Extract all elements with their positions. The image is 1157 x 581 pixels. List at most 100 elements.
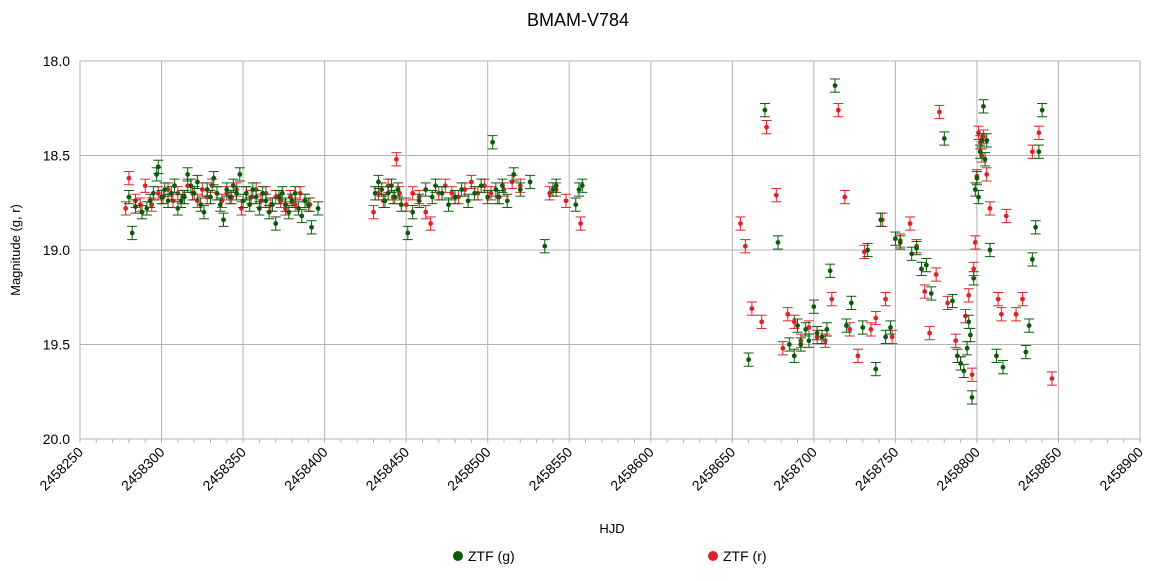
ztf-r-point [292, 202, 298, 208]
ztf-g-point [504, 198, 510, 204]
ztf-r-point [123, 206, 129, 211]
ztf-g-point [848, 300, 854, 306]
ztf-r-point [835, 107, 841, 113]
ztf-r-point [963, 313, 968, 319]
ztf-g-point [217, 202, 223, 208]
ztf-g-point [964, 345, 970, 351]
ztf-g-point [465, 198, 471, 204]
ztf-r-point [410, 190, 416, 196]
ztf-g-point [250, 187, 256, 192]
ztf-g-point [188, 183, 194, 189]
ztf-r-point [488, 190, 494, 196]
y-tick-label: 19.5 [43, 337, 70, 353]
legend-marker-ztf-r [708, 551, 718, 561]
ztf-g-point [292, 190, 298, 196]
ztf-r-point [847, 326, 853, 332]
ztf-g-point [1000, 364, 1006, 370]
ztf-r-point [842, 194, 848, 200]
ztf-g-point [256, 206, 262, 211]
ztf-g-point [433, 183, 438, 189]
x-tick-label: 2458900 [1096, 444, 1146, 494]
ztf-g-point [243, 190, 249, 196]
ztf-r-point [738, 221, 743, 226]
ztf-g-point [129, 230, 135, 236]
ztf-g-point [234, 190, 239, 196]
ztf-r-point [907, 221, 913, 226]
ztf-g-point [237, 172, 243, 177]
ztf-g-point [405, 230, 411, 236]
ztf-g-point [309, 224, 314, 230]
ztf-r-point [199, 187, 205, 192]
ztf-g-point [379, 187, 385, 192]
ztf-r-point [780, 345, 786, 351]
ztf-g-point [195, 179, 200, 185]
ztf-g-point [227, 194, 233, 200]
x-tick-label: 2458600 [607, 444, 657, 494]
ztf-r-point [773, 192, 779, 198]
ztf-g-point [201, 209, 207, 215]
ztf-g-point [873, 366, 879, 372]
ztf-g-point [230, 183, 236, 189]
ztf-g-point [126, 194, 132, 200]
minor-ticks [79, 439, 1141, 443]
ztf-g-point [398, 202, 404, 208]
ztf-r-point [969, 372, 975, 378]
ztf-r-point [966, 292, 972, 298]
ztf-r-point [764, 124, 769, 130]
ztf-g-point [798, 342, 804, 347]
ztf-r-point [984, 172, 990, 177]
ztf-g-point [452, 194, 458, 200]
ztf-g-point [527, 179, 533, 185]
ztf-g-point [827, 268, 833, 274]
ztf-g-point [133, 204, 138, 209]
ztf-r-point [142, 183, 148, 189]
ztf-g-point [775, 240, 781, 245]
ztf-g-point [263, 198, 269, 204]
ztf-g-point [977, 149, 983, 155]
ztf-g-point [923, 262, 929, 268]
ztf-g-point [795, 323, 800, 328]
ztf-g-point [974, 175, 980, 181]
ztf-r-point [423, 209, 429, 215]
ztf-g-point [276, 194, 282, 200]
ztf-g-point [302, 198, 308, 204]
grid-lines [79, 60, 1141, 440]
ztf-r-point [791, 319, 797, 325]
y-tick-label: 18.5 [43, 148, 70, 164]
ztf-g-point [961, 368, 967, 374]
ztf-g-point [305, 202, 311, 208]
ztf-g-point [289, 198, 295, 204]
x-tick-label: 2458550 [525, 444, 575, 494]
ztf-g-point [878, 217, 884, 223]
x-axis-label: HJD [599, 521, 624, 536]
ztf-g-point [493, 187, 499, 192]
ztf-r-point [749, 306, 755, 311]
ztf-r-point [759, 319, 765, 325]
ztf-g-point [832, 83, 838, 88]
ztf-r-point [1003, 213, 1009, 219]
ztf-g-point [395, 187, 401, 192]
ztf-g-point [208, 194, 213, 200]
ztf-g-point [181, 194, 187, 200]
ztf-g-point [459, 187, 464, 192]
ztf-g-point [372, 190, 378, 196]
x-tick-label: 2458850 [1015, 444, 1065, 494]
ztf-g-point [981, 103, 986, 109]
x-tick-label: 2458700 [770, 444, 820, 494]
ztf-g-point [1029, 257, 1035, 262]
ztf-r-point [1049, 376, 1055, 381]
ztf-g-point [950, 298, 955, 304]
ztf-g-point [928, 291, 934, 296]
ztf-g-point [976, 194, 981, 200]
ztf-g-point [273, 221, 279, 226]
ztf-g-point [865, 247, 871, 253]
ztf-g-point [423, 187, 429, 192]
legend: ZTF (g) ZTF (r) [453, 548, 767, 564]
ztf-g-point [517, 187, 523, 192]
ztf-g-point [175, 206, 181, 211]
ztf-g-point [392, 194, 398, 200]
ztf-g-point [746, 357, 752, 363]
ztf-g-point [914, 245, 919, 251]
ztf-r-point [971, 266, 977, 272]
ztf-g-point [214, 190, 220, 196]
